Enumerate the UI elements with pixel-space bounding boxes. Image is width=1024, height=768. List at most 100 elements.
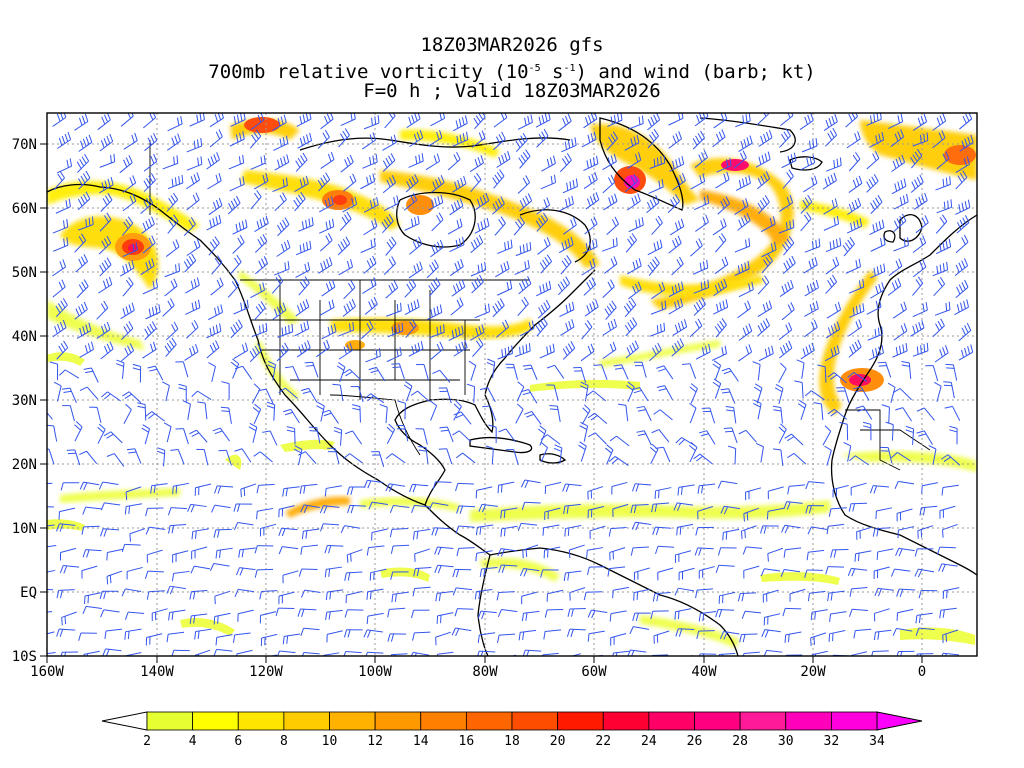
wind-barb-staff	[349, 504, 366, 507]
wind-barb-flag	[386, 241, 392, 249]
wind-barb-flag	[630, 297, 637, 306]
wind-barb-flag	[84, 345, 88, 354]
wind-barb-flag	[239, 235, 245, 243]
wind-barb-flag	[855, 405, 864, 409]
wind-barb-flag	[544, 113, 548, 122]
wind-barb-staff	[428, 284, 441, 297]
wind-barb-flag	[60, 590, 63, 599]
wind-barb-flag	[543, 631, 546, 640]
wind-barb-flag	[849, 237, 855, 245]
wind-barb-staff	[414, 528, 431, 533]
wind-barb-staff	[274, 199, 287, 212]
wind-barb-staff	[558, 120, 572, 132]
wind-barb-flag	[286, 426, 295, 429]
wind-barb-staff	[429, 331, 445, 339]
wind-barb-staff	[843, 243, 855, 257]
wind-barb-flag	[897, 131, 902, 140]
wind-barb-staff	[124, 543, 141, 546]
wind-barb-staff	[196, 429, 208, 443]
wind-barb-staff	[757, 282, 770, 295]
wind-barb-flag	[414, 344, 418, 353]
wind-barb-staff	[740, 592, 757, 595]
wind-barb-staff	[479, 650, 496, 653]
wind-barb-flag	[924, 215, 929, 223]
wind-barb-flag	[351, 298, 356, 307]
wind-barb-flag	[701, 485, 704, 494]
wind-barb-flag	[540, 569, 544, 578]
wind-barb-flag	[632, 261, 636, 270]
wind-barb-flag	[836, 238, 839, 247]
wind-barb-flag	[612, 341, 617, 350]
wind-barb-flag	[871, 176, 877, 184]
wind-barb-flag	[116, 359, 125, 364]
wind-barb-staff	[888, 265, 903, 277]
wind-barb-flag	[781, 285, 786, 294]
wind-barb-flag	[209, 241, 216, 249]
wind-barb-flag	[330, 151, 335, 160]
wind-barb-flag	[66, 237, 69, 246]
wind-barb-flag	[88, 322, 92, 331]
wind-barb-flag	[916, 430, 925, 434]
wind-barb-flag	[78, 178, 83, 186]
wind-barb-flag	[123, 221, 129, 229]
wind-barb-staff	[83, 481, 100, 486]
wind-barb-flag	[333, 323, 337, 332]
wind-barb-staff	[651, 289, 665, 300]
wind-barb-staff	[728, 388, 736, 404]
wind-barb-staff	[875, 629, 892, 633]
wind-barb-flag	[899, 589, 904, 597]
wind-barb-flag	[104, 260, 110, 268]
wind-barb-staff	[122, 200, 137, 212]
wind-barb-staff	[185, 307, 201, 315]
wind-barb-flag	[128, 277, 134, 285]
wind-barb-flag	[939, 115, 944, 124]
wind-barb-flag	[698, 430, 707, 434]
wind-barb-staff	[76, 286, 89, 299]
wind-barb-flag	[912, 325, 916, 334]
wind-barb-flag	[309, 430, 318, 432]
wind-barb-staff	[385, 287, 399, 299]
wind-barb-staff	[83, 650, 100, 655]
wind-barb-flag	[627, 649, 631, 656]
wind-barb-flag	[589, 260, 593, 269]
wind-barb-flag	[301, 652, 305, 656]
wind-barb-flag	[641, 217, 644, 226]
wind-barb-flag	[281, 528, 286, 537]
lat-label: 40N	[12, 329, 37, 345]
wind-barb-staff	[427, 311, 443, 320]
wind-barb-flag	[632, 317, 638, 325]
wind-barb-flag	[961, 202, 964, 211]
wind-barb-staff	[912, 121, 927, 131]
wind-barb-flag	[151, 321, 157, 329]
wind-barb-staff	[624, 181, 638, 193]
wind-barb-flag	[626, 347, 631, 355]
wind-barb-staff	[826, 164, 842, 172]
wind-barb-staff	[902, 407, 912, 422]
wind-barb-staff	[713, 118, 728, 129]
wind-barb-flag	[715, 609, 719, 618]
wind-barb-flag	[589, 303, 593, 312]
wind-barb-staff	[651, 222, 663, 235]
wind-barb-flag	[501, 565, 506, 573]
wind-barb-flag	[216, 152, 220, 160]
wind-barb-flag	[479, 387, 488, 391]
wind-barb-staff	[824, 134, 838, 147]
wind-barb-flag	[219, 277, 224, 286]
wind-barb-flag	[212, 342, 217, 351]
wind-barb-flag	[482, 194, 487, 203]
wind-barb-flag	[77, 198, 83, 207]
wind-barb-flag	[610, 279, 615, 287]
wind-barb-flag	[81, 115, 86, 124]
wind-barb-flag	[937, 320, 943, 329]
wind-barb-staff	[453, 347, 468, 357]
wind-barb-flag	[919, 507, 922, 516]
wind-barb-staff	[206, 222, 222, 231]
wind-barb-flag	[394, 593, 397, 602]
wind-barb-flag	[125, 219, 131, 227]
wind-barb-staff	[362, 161, 378, 169]
wind-barb-staff	[564, 503, 581, 507]
wind-barb-flag	[741, 593, 745, 602]
wind-barb-flag	[303, 322, 307, 331]
wind-barb-flag	[806, 157, 809, 166]
wind-barb-flag	[520, 388, 529, 393]
